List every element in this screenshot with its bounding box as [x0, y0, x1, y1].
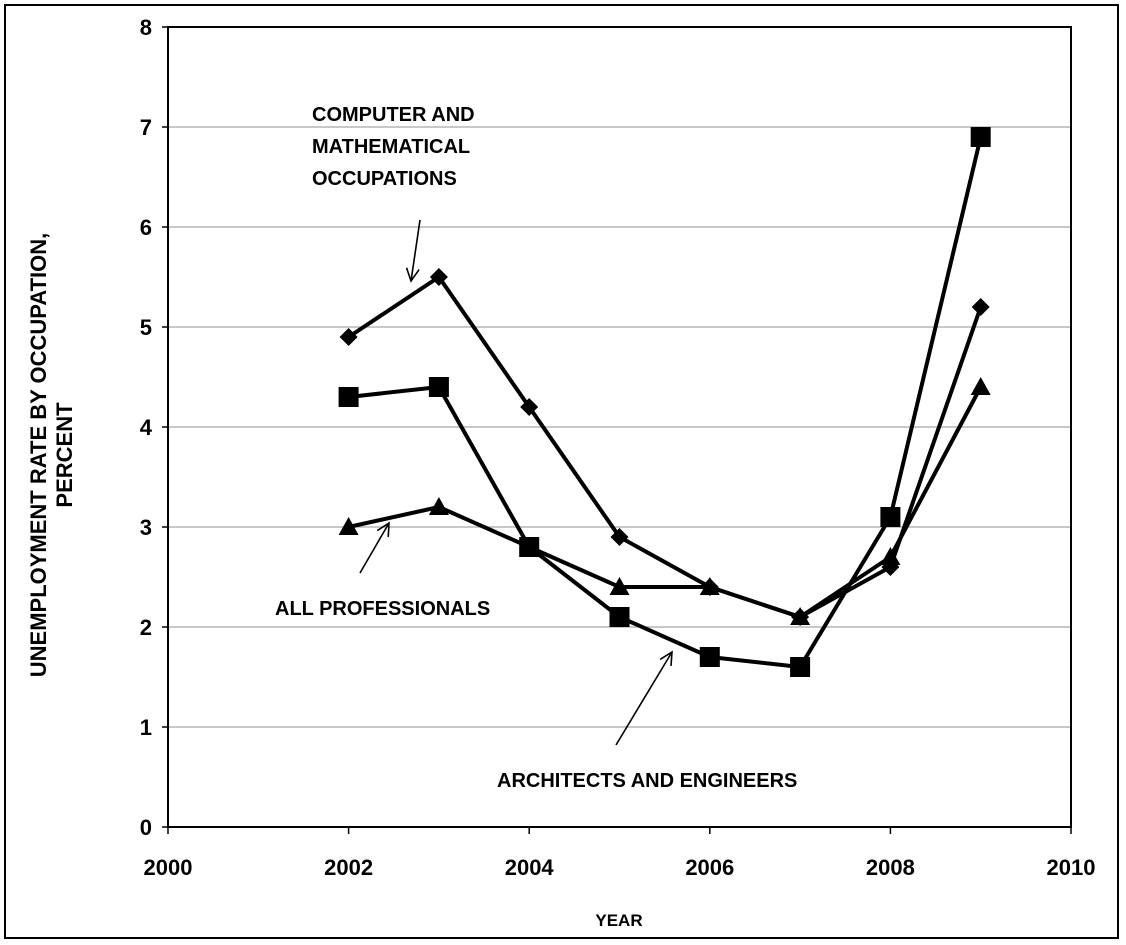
y-axis-title-line-2: PERCENT: [52, 402, 77, 508]
x-tick-label-2002: 2002: [324, 855, 373, 880]
arrow-all-professionals-shaft: [359, 522, 390, 574]
point-square-2007: [790, 657, 811, 677]
point-triangle-2006: [699, 577, 720, 595]
y-axis-ticks: 0 1 2 3 4 5 6 7 8: [140, 15, 168, 840]
point-diamond-2009: [971, 298, 990, 316]
series-line-square: [348, 136, 983, 669]
arrow-architects: [615, 650, 673, 746]
point-triangle-2002: [338, 517, 359, 535]
arrow-architects-head: [659, 650, 673, 667]
y-axis-title-line-1: UNEMPLOYMENT RATE BY OCCUPATION,: [26, 233, 51, 678]
arrow-architects-shaft: [615, 651, 673, 746]
y-tick-label-6: 6: [140, 215, 152, 240]
y-tick-label-0: 0: [140, 815, 152, 840]
y-tick-label-1: 1: [140, 715, 152, 740]
series-diamond: [339, 268, 990, 626]
point-diamond-2003: [429, 268, 448, 286]
point-square-2008: [880, 507, 901, 527]
y-tick-label-3: 3: [140, 515, 152, 540]
x-axis-title: YEAR: [595, 911, 642, 930]
x-tick-label-2008: 2008: [866, 855, 915, 880]
arrow-computer-shaft: [410, 219, 421, 282]
x-tick-label-2006: 2006: [685, 855, 734, 880]
point-square-2006: [699, 647, 720, 667]
y-tick-label-5: 5: [140, 315, 152, 340]
x-axis-ticks: 2000 2002 2004 2006 2008 2010: [144, 827, 1096, 880]
series-square: [338, 127, 991, 677]
x-tick-label-2004: 2004: [505, 855, 555, 880]
arrow-computer: [405, 219, 421, 283]
point-triangle-2009: [970, 377, 991, 395]
arrow-computer-head: [405, 267, 420, 283]
x-tick-label-2000: 2000: [144, 855, 193, 880]
annotation-diamond-line-1: COMPUTER AND: [312, 104, 475, 126]
point-square-2009: [970, 127, 991, 147]
annotation-diamond-line-3: OCCUPATIONS: [312, 168, 457, 190]
point-square-2005: [609, 607, 630, 627]
annotations: COMPUTER AND MATHEMATICAL OCCUPATIONS ALL P…: [275, 104, 797, 792]
y-tick-label-4: 4: [140, 415, 153, 440]
point-diamond-2005: [610, 528, 629, 546]
series-triangle: [338, 377, 991, 625]
point-triangle-2004: [519, 537, 540, 555]
annotation-triangle-line-1: ALL PROFESSIONALS: [275, 598, 490, 620]
point-triangle-2003: [428, 497, 449, 515]
point-square-2002: [338, 387, 359, 407]
arrow-all-professionals-head: [376, 521, 390, 538]
annotation-square-line-1: ARCHITECTS AND ENGINEERS: [497, 770, 797, 792]
point-triangle-2007: [790, 607, 811, 625]
y-tick-label-2: 2: [140, 615, 152, 640]
y-tick-label-7: 7: [140, 115, 152, 140]
y-tick-label-8: 8: [140, 15, 152, 40]
point-triangle-2008: [880, 547, 901, 565]
point-square-2003: [428, 377, 449, 397]
series-line-diamond: [347, 275, 983, 619]
arrow-all-professionals: [359, 521, 390, 574]
series-group: [338, 127, 991, 677]
x-tick-label-2010: 2010: [1047, 855, 1096, 880]
annotation-diamond-line-2: MATHEMATICAL: [312, 136, 470, 158]
series-line-triangle: [348, 386, 983, 619]
point-diamond-2002: [339, 328, 358, 346]
point-triangle-2005: [609, 577, 630, 595]
grid-lines: [168, 26, 1071, 728]
chart-frame: [4, 4, 1119, 939]
point-diamond-2004: [520, 398, 539, 416]
